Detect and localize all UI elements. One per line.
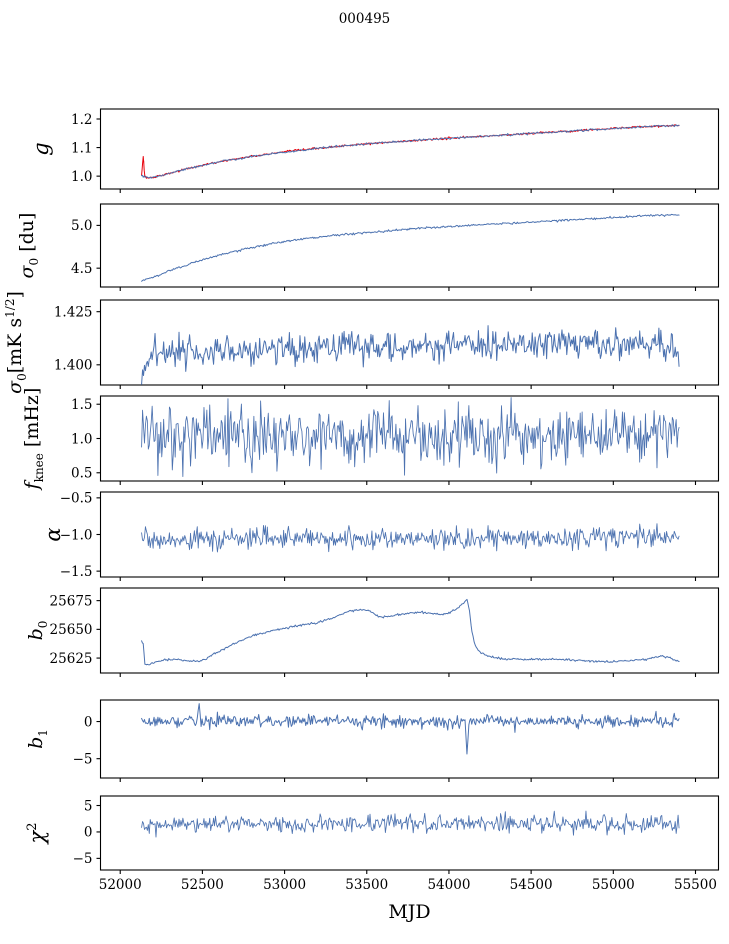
svg-text:b1: b1: [25, 729, 50, 749]
y-axis-label: σ0[mK s1/2]: [3, 291, 29, 394]
svg-text:fknee [mHz]: fknee [mHz]: [21, 388, 46, 492]
y-ticklabel: 25675: [50, 593, 93, 609]
y-ticklabel: 1.0: [71, 169, 92, 185]
x-ticklabel: 55000: [592, 877, 635, 893]
y-ticklabel: 1.425: [54, 304, 93, 320]
series-chi2: [141, 810, 680, 838]
panel-frame: [99, 587, 720, 674]
panel-frame: [99, 395, 720, 482]
y-ticklabel: 25625: [50, 651, 93, 667]
figure-title: 000495: [339, 11, 391, 27]
x-axis-label: MJD: [388, 901, 430, 923]
y-ticklabel: 4.5: [71, 261, 92, 277]
series-alpha: [141, 523, 680, 553]
panel-frame: [99, 299, 720, 386]
series-sigma0_mK: [141, 325, 680, 385]
panel-frame: [99, 795, 720, 871]
y-ticklabel: 25650: [50, 622, 93, 638]
svg-text:g: g: [29, 142, 53, 155]
series-b1: [141, 703, 680, 755]
x-ticklabel: 54000: [427, 877, 470, 893]
series-f_knee: [141, 397, 680, 478]
y-ticklabel: 0.5: [71, 466, 92, 482]
svg-text:σ0[mK s1/2]: σ0[mK s1/2]: [3, 291, 29, 394]
x-ticklabel: 54500: [510, 877, 553, 893]
y-ticklabel: 1.5: [71, 397, 92, 413]
y-ticklabel: 0: [84, 714, 93, 730]
y-axis-label: g: [29, 142, 53, 155]
y-axis-label: σ0 [du]: [16, 213, 41, 279]
y-axis-label: χ2: [25, 822, 49, 845]
y-axis-label: b0: [25, 621, 50, 641]
series-b0: [141, 598, 680, 666]
panel-sigma0_mK: 1.400 1.425 σ0[mK s1/2]: [3, 291, 720, 394]
y-ticklabel: −1.0: [60, 527, 93, 543]
panel-frame: [99, 108, 720, 190]
svg-text:σ0 [du]: σ0 [du]: [16, 213, 41, 279]
y-axis-label: α: [41, 527, 65, 541]
panel-alpha: −1.5 −1.0 −0.5 α: [41, 491, 720, 581]
y-ticklabel: −0.5: [60, 491, 93, 507]
x-ticklabel: 53500: [345, 877, 388, 893]
panel-g_fit: 1.0 1.1 1.2 g: [29, 108, 720, 193]
svg-text:b0: b0: [25, 621, 50, 641]
y-ticklabel: 5: [84, 798, 93, 814]
y-ticklabel: −5: [73, 851, 93, 867]
panel-sigma0_du: 4.5 5.0 σ0 [du]: [16, 203, 720, 291]
series-g_fit: [141, 124, 680, 179]
y-ticklabel: 0: [84, 825, 93, 841]
y-ticklabel: 1.1: [71, 140, 92, 156]
y-axis-label: fknee [mHz]: [21, 388, 46, 492]
x-ticklabel: 55500: [674, 877, 717, 893]
panel-chi2: −5 0 5 52000 52500 53000 53500 54000 54500 55000 5…: [25, 795, 720, 893]
y-axis-label: b1: [25, 729, 50, 749]
x-ticklabel: 52000: [99, 877, 142, 893]
x-ticklabel: 53000: [263, 877, 306, 893]
svg-text:α: α: [41, 527, 65, 541]
y-ticklabel: −1.5: [60, 564, 93, 580]
panel-b1: −5 0 b1: [25, 699, 720, 782]
y-ticklabel: 1.400: [54, 358, 93, 374]
y-ticklabel: −5: [73, 751, 93, 767]
series-g_model: [141, 124, 680, 179]
panel-frame: [99, 699, 720, 779]
svg-text:χ2: χ2: [25, 822, 49, 845]
y-ticklabel: 1.0: [71, 431, 92, 447]
y-ticklabel: 1.2: [71, 112, 92, 128]
series-sigma0_du: [141, 213, 680, 282]
panel-f_knee: 0.5 1.0 1.5 fknee [mHz]: [21, 388, 720, 492]
y-ticklabel: 5.0: [71, 218, 92, 234]
panel-frame: [99, 203, 720, 288]
x-ticklabel: 52500: [181, 877, 224, 893]
